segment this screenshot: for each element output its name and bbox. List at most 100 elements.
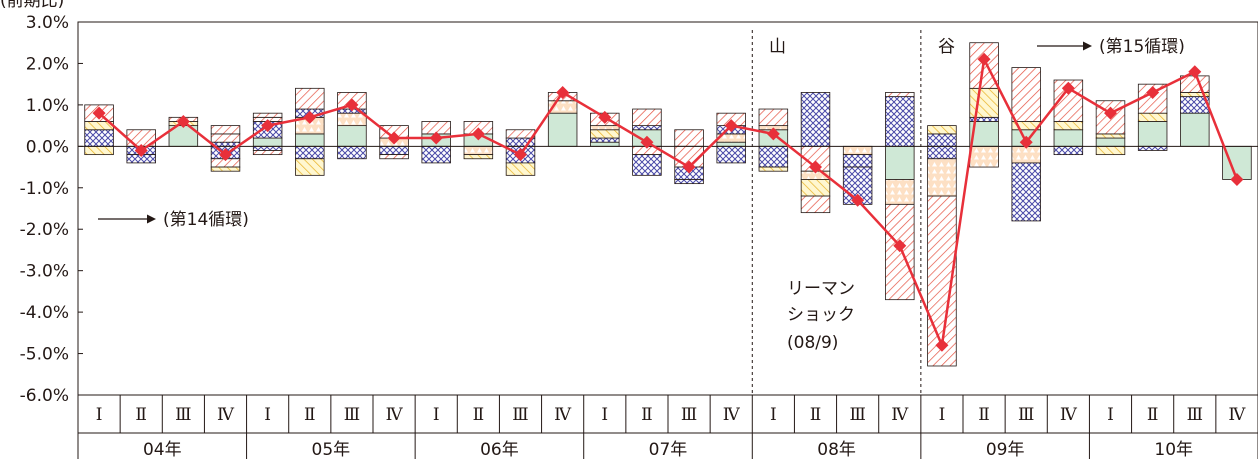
quarter-label: Ⅰ xyxy=(1107,405,1114,425)
data-point-marker xyxy=(977,52,991,66)
bar-segment-neg xyxy=(463,154,494,160)
data-point-marker xyxy=(303,110,317,124)
y-tick-label: -1.0% xyxy=(20,179,69,199)
quarter-label: Ⅳ xyxy=(386,405,404,425)
data-point-marker xyxy=(1019,135,1033,149)
lehman-label-line3: (08/9) xyxy=(787,333,838,353)
bar-segment-neg xyxy=(295,145,325,160)
quarter-label: Ⅱ xyxy=(473,405,485,425)
bar-segment-pos xyxy=(210,125,241,135)
bar-segment-neg xyxy=(1011,145,1041,164)
trough-label: 谷 xyxy=(938,37,955,57)
x-axis-table: Ⅰ Ⅱ Ⅲ Ⅳ Ⅰ Ⅱ Ⅲ Ⅳ Ⅰ Ⅱ Ⅲ Ⅳ Ⅰ Ⅱ Ⅲ Ⅳ Ⅰ Ⅱ Ⅲ Ⅳ Ⅰ Ⅱ Ⅲ Ⅳ Ⅰ Ⅱ Ⅲ Ⅳ 04年 05年 06年 07年… xyxy=(77,395,1258,459)
growth-rate-markers xyxy=(92,52,1244,352)
bar-segment-neg xyxy=(927,158,957,197)
quarter-label: Ⅰ xyxy=(939,405,946,425)
quarter-label: Ⅳ xyxy=(554,405,572,425)
data-point-marker xyxy=(809,160,822,174)
data-point-marker xyxy=(1104,106,1117,120)
year-label: 09年 xyxy=(986,440,1025,459)
bar-segment-neg xyxy=(674,179,704,185)
quarter-label: Ⅱ xyxy=(641,405,653,425)
peak-label: 山 xyxy=(769,37,786,57)
bar-segment-pos xyxy=(1180,75,1210,93)
quarter-label: Ⅲ xyxy=(512,405,528,425)
bar-segment-pos xyxy=(590,141,620,147)
bar-segment-neg xyxy=(716,145,746,164)
data-point-marker xyxy=(345,98,359,112)
bar-segment-pos xyxy=(252,137,283,147)
data-point-marker xyxy=(893,239,907,253)
quarter-label: Ⅰ xyxy=(601,405,608,425)
bar-segment-pos xyxy=(885,96,915,147)
bar-stacks xyxy=(84,42,1252,367)
data-point-marker xyxy=(514,148,527,162)
bar-segment-neg xyxy=(252,145,283,151)
data-point-marker xyxy=(766,127,780,141)
y-tick-label: -4.0% xyxy=(20,303,69,323)
bar-segment-neg xyxy=(758,166,789,172)
y-tick-label: -5.0% xyxy=(20,345,69,365)
plot-frame xyxy=(77,21,1258,396)
bar-segment-neg xyxy=(1137,145,1168,151)
bar-segment-pos xyxy=(337,112,367,127)
bar-segment-neg xyxy=(632,154,662,176)
quarter-label: Ⅱ xyxy=(810,405,822,425)
data-point-marker xyxy=(1061,81,1075,95)
cycle14-label: (第14循環) xyxy=(163,210,249,230)
quarter-label: Ⅰ xyxy=(264,405,271,425)
y-tick-label: -3.0% xyxy=(20,262,69,282)
bar-segment-pos xyxy=(1053,129,1084,147)
quarter-label: Ⅳ xyxy=(723,405,741,425)
bar-segment-pos xyxy=(885,92,915,98)
bar-segment-neg xyxy=(885,145,915,180)
bar-segment-pos xyxy=(505,129,536,139)
data-point-marker xyxy=(935,338,949,352)
bar-segment-pos xyxy=(1053,121,1084,131)
quarter-label: Ⅲ xyxy=(849,405,865,425)
quarter-label: Ⅱ xyxy=(135,405,147,425)
bar-segment-pos xyxy=(590,125,620,131)
bar-segment-pos xyxy=(295,87,325,110)
bar-segment-pos xyxy=(927,125,957,135)
bar-segment-pos xyxy=(547,112,578,147)
quarter-label: Ⅲ xyxy=(681,405,697,425)
bar-segment-neg xyxy=(1011,162,1041,222)
bar-segment-neg xyxy=(800,195,831,214)
quarter-label: Ⅱ xyxy=(304,405,316,425)
bar-segment-pos xyxy=(1137,112,1168,122)
data-point-marker xyxy=(556,85,570,99)
bar-segment-pos xyxy=(84,129,114,147)
bar-segment-pos xyxy=(590,129,620,139)
bar-segment-neg xyxy=(969,145,999,168)
bar-segment-pos xyxy=(1011,67,1041,122)
quarter-label: Ⅰ xyxy=(96,405,103,425)
bar-segment-pos xyxy=(758,108,789,127)
data-point-marker xyxy=(219,148,232,162)
bar-segment-neg xyxy=(842,145,873,156)
cycle14-arrow-head xyxy=(147,214,156,224)
bar-segment-neg xyxy=(379,145,409,156)
quarter-label: Ⅲ xyxy=(1018,405,1034,425)
data-point-marker xyxy=(640,135,654,149)
bar-segment-neg xyxy=(1095,145,1126,156)
year-label: 08年 xyxy=(817,440,856,459)
bar-segment-pos xyxy=(1095,137,1126,147)
bar-segment-pos xyxy=(716,141,746,147)
bar-segment-neg xyxy=(84,145,114,156)
y-tick-label: -6.0% xyxy=(20,386,69,406)
data-point-marker xyxy=(1230,172,1244,186)
cycle15-label: (第15循環) xyxy=(1099,37,1185,57)
year-label: 10年 xyxy=(1154,440,1193,459)
quarter-label: Ⅲ xyxy=(1187,405,1203,425)
y-axis-tick-labels: 3.0% 2.0% 1.0% 0.0% -1.0% -2.0% -3.0% -4.0% -5.0… xyxy=(20,13,83,406)
bar-segment-pos xyxy=(927,133,957,147)
quarter-label: Ⅳ xyxy=(1228,405,1246,425)
data-point-marker xyxy=(1146,85,1160,99)
quarter-label: Ⅲ xyxy=(344,405,360,425)
bar-segment-neg xyxy=(1053,145,1084,156)
data-point-marker xyxy=(176,114,190,128)
bar-segment-neg xyxy=(337,145,367,160)
bar-segment-pos xyxy=(295,133,325,147)
